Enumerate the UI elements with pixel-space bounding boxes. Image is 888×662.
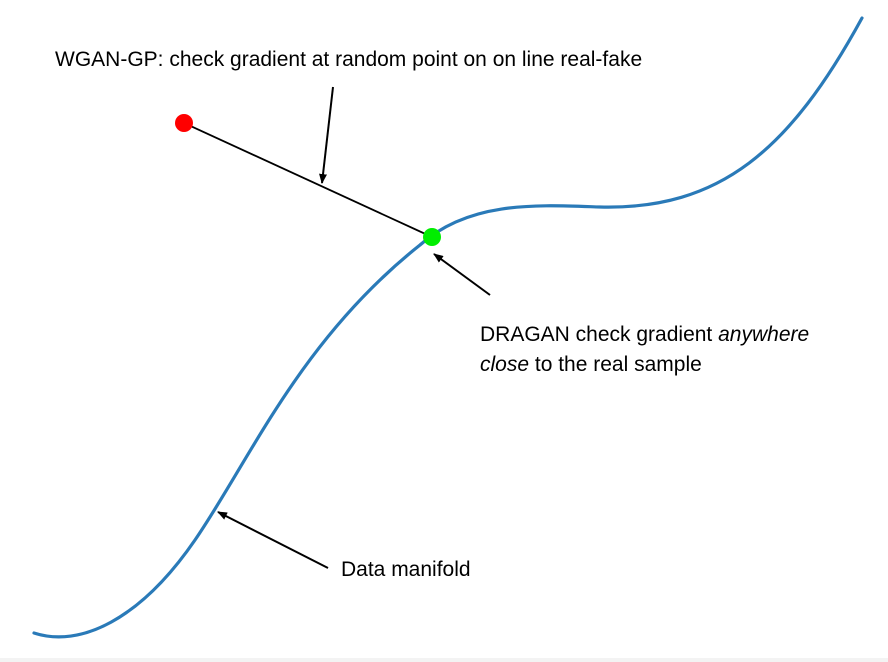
dragan-label-close: close <box>480 353 530 376</box>
dragan-label-anywhere: anywhere <box>718 323 810 346</box>
wgan-gp-arrow <box>319 86 334 184</box>
wgan-gp-label: WGAN-GP: check gradient at random point … <box>55 48 643 71</box>
dragan-label-line1-text: DRAGAN check gradient <box>480 323 719 346</box>
fake-sample-point <box>175 114 193 132</box>
dragan-label-line2: close to the real sample <box>480 350 809 380</box>
real-fake-line <box>183 122 433 238</box>
dragan-label-line2-text: to the real sample <box>529 353 702 376</box>
dragan-label: DRAGAN check gradient anywhere close to … <box>480 320 809 380</box>
data-manifold-label: Data manifold <box>341 558 471 581</box>
data-manifold-curve <box>32 16 864 639</box>
dragan-arrow <box>433 253 491 296</box>
bottom-border <box>0 658 888 662</box>
real-sample-point <box>423 228 441 246</box>
data-manifold-arrow <box>217 511 329 569</box>
dragan-label-line1: DRAGAN check gradient anywhere <box>480 320 809 350</box>
